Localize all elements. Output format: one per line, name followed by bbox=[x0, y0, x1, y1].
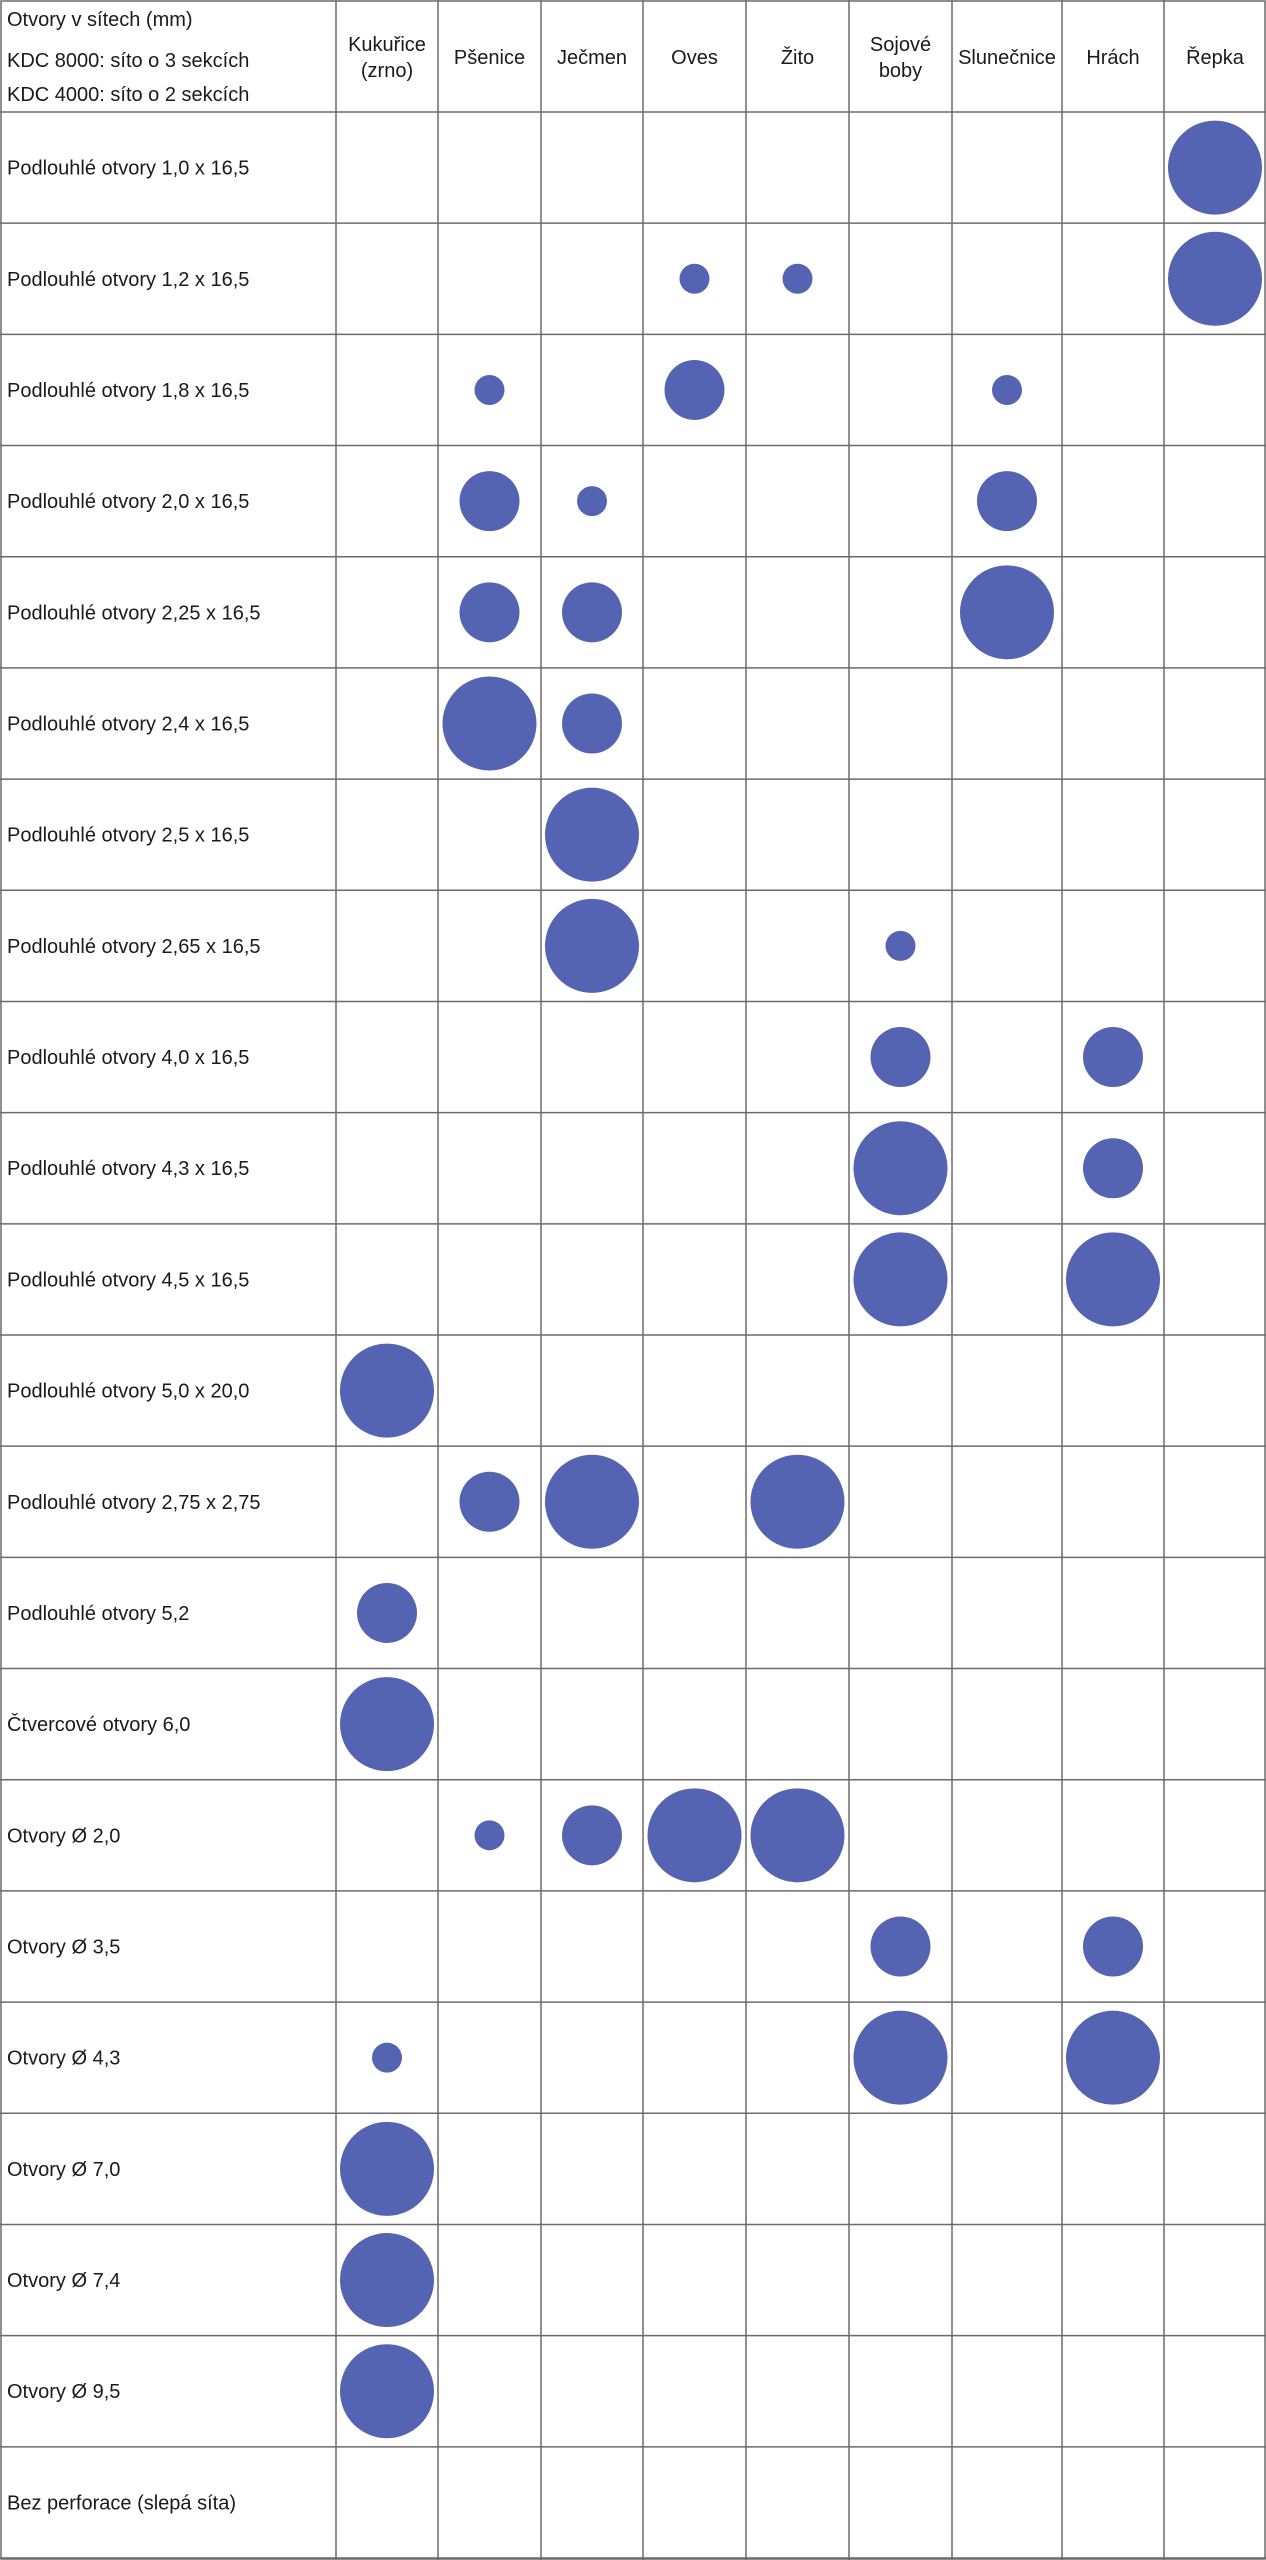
suitability-dot bbox=[750, 1454, 845, 1549]
suitability-dot bbox=[340, 2233, 434, 2328]
suitability-dot bbox=[664, 359, 725, 420]
row-label: Podlouhlé otvory 1,8 x 16,5 bbox=[7, 380, 249, 402]
suitability-dot bbox=[1083, 1916, 1143, 1977]
suitability-dot bbox=[1168, 231, 1262, 326]
row-label: Podlouhlé otvory 2,75 x 2,75 bbox=[7, 1492, 261, 1514]
row-label: Otvory Ø 9,5 bbox=[7, 2381, 120, 2403]
suitability-dot bbox=[1168, 120, 1262, 215]
suitability-dot bbox=[577, 486, 607, 517]
suitability-dot bbox=[545, 787, 639, 882]
suitability-dot bbox=[357, 1582, 417, 1643]
column-header: Žito bbox=[781, 46, 814, 69]
suitability-dot bbox=[1066, 2010, 1160, 2105]
suitability-dot bbox=[960, 565, 1054, 660]
suitability-dot bbox=[1066, 1232, 1160, 1327]
row-label: Bez perforace (slepá síta) bbox=[7, 2492, 236, 2514]
suitability-dot bbox=[647, 1788, 742, 1883]
row-label: Podlouhlé otvory 2,25 x 16,5 bbox=[7, 602, 261, 624]
column-header: Sojové boby bbox=[870, 34, 931, 82]
suitability-dot bbox=[853, 2010, 948, 2105]
suitability-dot bbox=[853, 1232, 948, 1327]
suitability-dot bbox=[459, 1471, 520, 1532]
column-header: Oves bbox=[671, 47, 718, 69]
row-label: Podlouhlé otvory 2,0 x 16,5 bbox=[7, 491, 249, 513]
row-label: Podlouhlé otvory 1,0 x 16,5 bbox=[7, 158, 249, 180]
row-label: Otvory Ø 3,5 bbox=[7, 1937, 120, 1959]
row-label: Otvory Ø 7,4 bbox=[7, 2270, 120, 2292]
header-title-line-1: Otvory v sítech (mm) bbox=[7, 9, 193, 31]
suitability-dot bbox=[340, 2344, 434, 2439]
column-header: Řepka bbox=[1186, 46, 1245, 69]
suitability-dot bbox=[992, 374, 1022, 405]
header-title-line-3: KDC 4000: síto o 2 sekcích bbox=[7, 84, 249, 106]
suitability-dot bbox=[474, 374, 505, 405]
row-label: Čtvercové otvory 6,0 bbox=[7, 1713, 190, 1736]
suitability-dot bbox=[562, 582, 622, 643]
suitability-dot bbox=[459, 582, 520, 643]
suitability-dot bbox=[442, 676, 537, 771]
column-header: Ječmen bbox=[557, 47, 627, 69]
column-header: Hrách bbox=[1086, 47, 1139, 69]
suitability-dot bbox=[1083, 1138, 1143, 1199]
row-label: Otvory Ø 7,0 bbox=[7, 2159, 120, 2181]
suitability-dot bbox=[885, 930, 916, 961]
row-label: Podlouhlé otvory 2,5 x 16,5 bbox=[7, 825, 249, 847]
row-label: Otvory Ø 4,3 bbox=[7, 2048, 120, 2070]
row-label: Podlouhlé otvory 1,2 x 16,5 bbox=[7, 269, 249, 291]
suitability-dot bbox=[870, 1916, 931, 1977]
column-headers: Kukuřice (zrno) Pšenice Ječmen Oves Žito Sojov… bbox=[348, 34, 1245, 82]
suitability-dot bbox=[782, 263, 813, 294]
suitability-dot bbox=[750, 1788, 845, 1883]
row-label: Podlouhlé otvory 4,5 x 16,5 bbox=[7, 1269, 249, 1291]
suitability-dot bbox=[853, 1121, 948, 1216]
suitability-dot bbox=[372, 2042, 402, 2073]
header-title-line-2: KDC 8000: síto o 3 sekcích bbox=[7, 50, 249, 72]
suitability-dot bbox=[340, 1343, 434, 1438]
column-header: Kukuřice (zrno) bbox=[348, 34, 426, 82]
row-label: Podlouhlé otvory 4,3 x 16,5 bbox=[7, 1158, 249, 1180]
suitability-dot bbox=[474, 1820, 505, 1851]
column-header: Pšenice bbox=[454, 47, 525, 69]
suitability-dot bbox=[1083, 1027, 1143, 1088]
suitability-dot bbox=[340, 2121, 434, 2216]
suitability-dot bbox=[459, 471, 520, 532]
suitability-dot bbox=[562, 693, 622, 754]
suitability-dot bbox=[545, 1454, 639, 1549]
suitability-dot bbox=[545, 898, 639, 993]
row-labels: Podlouhlé otvory 1,0 x 16,5 Podlouhlé otv… bbox=[7, 158, 261, 2515]
row-label: Podlouhlé otvory 5,0 x 20,0 bbox=[7, 1381, 249, 1403]
suitability-dot bbox=[340, 1677, 434, 1772]
row-label: Otvory Ø 2,0 bbox=[7, 1825, 120, 1847]
suitability-dot bbox=[977, 471, 1037, 532]
row-label: Podlouhlé otvory 4,0 x 16,5 bbox=[7, 1047, 249, 1069]
row-label: Podlouhlé otvory 5,2 bbox=[7, 1603, 189, 1625]
marks bbox=[340, 120, 1262, 2439]
suitability-dot bbox=[870, 1027, 931, 1088]
suitability-dot bbox=[679, 263, 710, 294]
row-label: Podlouhlé otvory 2,4 x 16,5 bbox=[7, 714, 249, 736]
column-header: Slunečnice bbox=[958, 47, 1056, 69]
table-header: Otvory v sítech (mm) KDC 8000: síto o 3 … bbox=[7, 9, 249, 106]
suitability-dot bbox=[562, 1805, 622, 1866]
row-label: Podlouhlé otvory 2,65 x 16,5 bbox=[7, 936, 261, 958]
